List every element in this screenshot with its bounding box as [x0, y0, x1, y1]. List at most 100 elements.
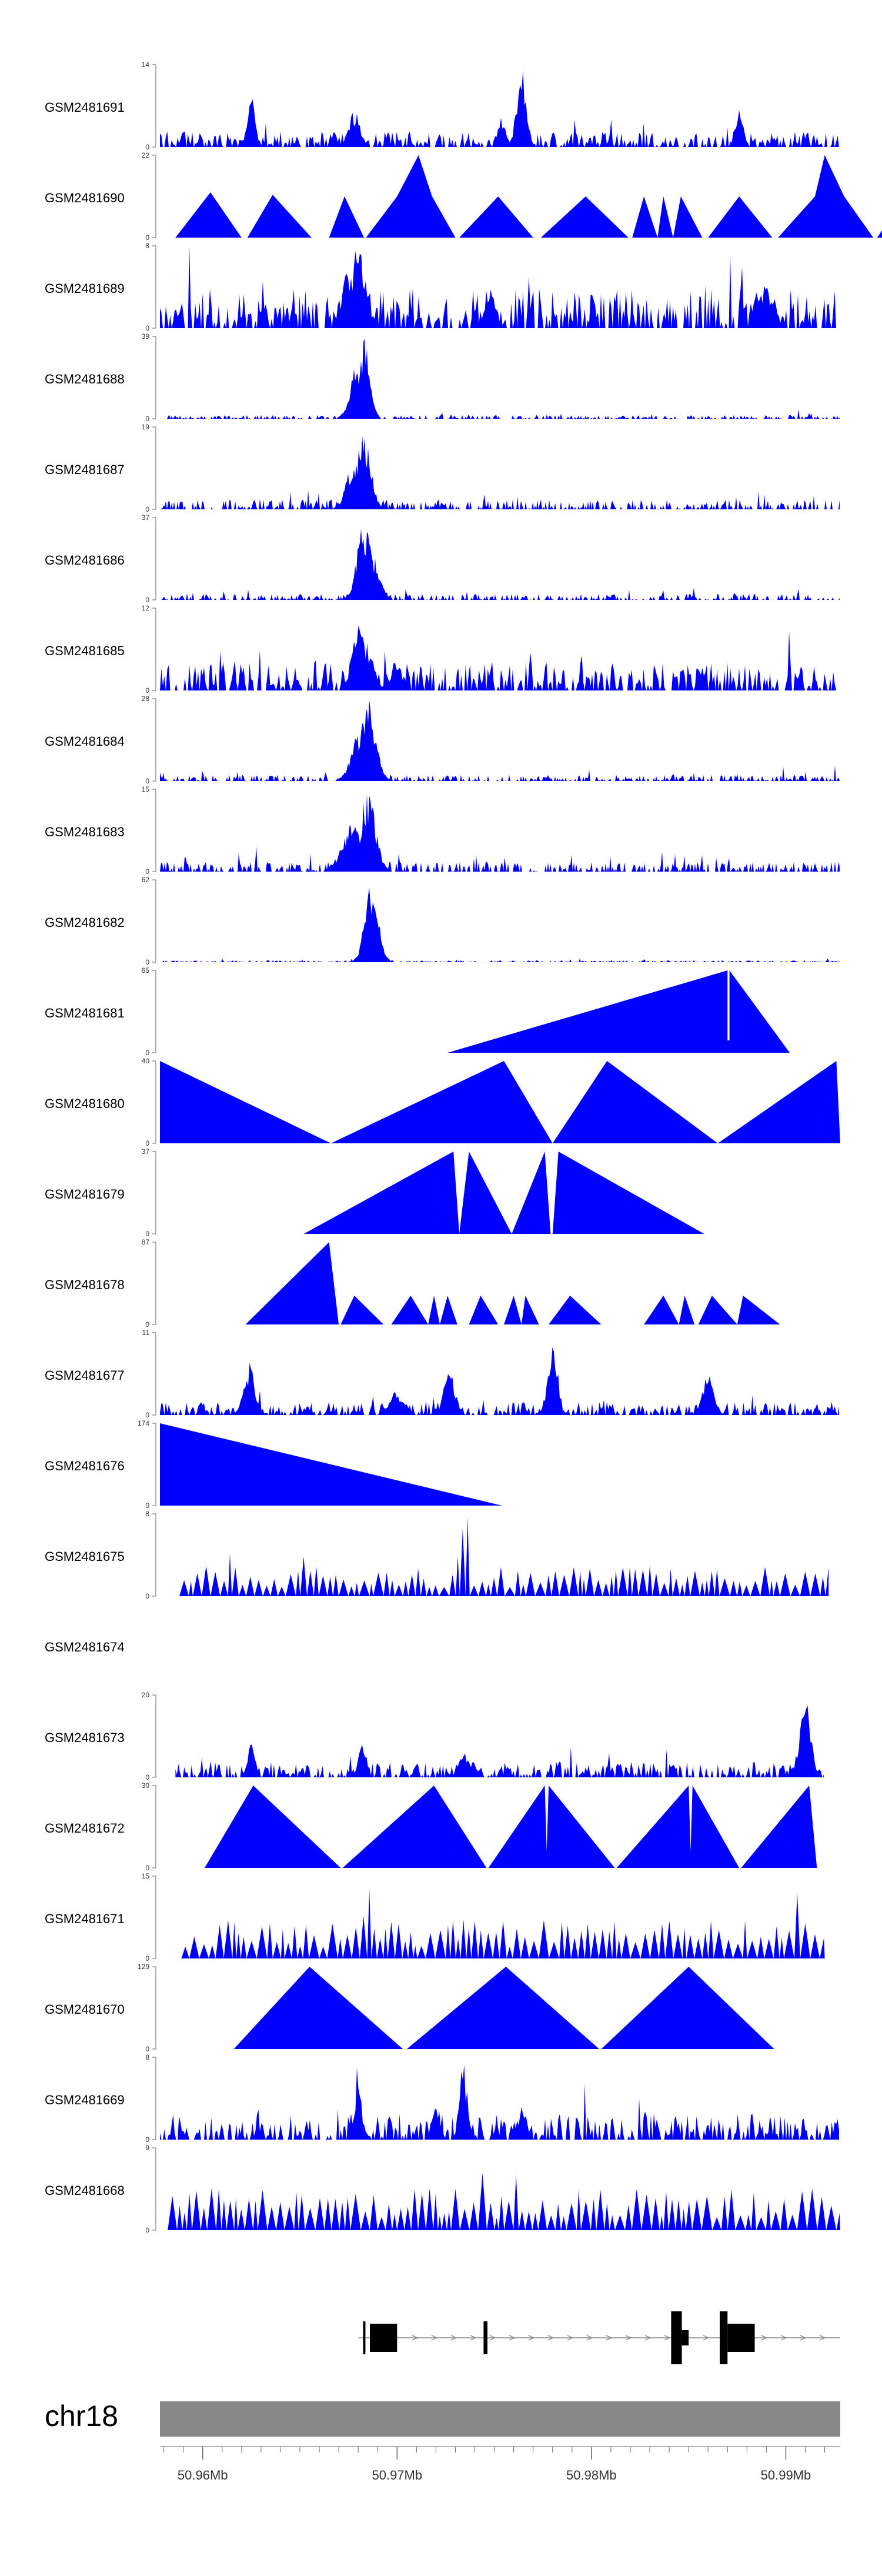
track-GSM2481686: GSM2481686 37 0 [45, 513, 840, 604]
track-GSM2481669: GSM2481669 8 0 [45, 2053, 839, 2144]
y-max-label: 19 [142, 423, 150, 431]
track-GSM2481683: GSM2481683 15 0 [45, 785, 840, 876]
track-GSM2481668: GSM2481668 9 0 [45, 2144, 841, 2234]
track-label: GSM2481679 [45, 1187, 125, 1202]
y-zero-label: 0 [145, 686, 149, 695]
coverage-area [160, 888, 840, 962]
x-tick-label: 50.97Mb [372, 2468, 422, 2482]
y-zero-label: 0 [145, 1501, 149, 1510]
track-GSM2481684: GSM2481684 28 0 [45, 695, 840, 785]
track-label: GSM2481687 [45, 462, 125, 477]
y-zero-label: 0 [145, 233, 149, 242]
x-tick-label: 50.99Mb [761, 2468, 811, 2482]
coverage-area [160, 1061, 840, 1143]
coverage-area [179, 1516, 829, 1596]
track-label: GSM2481690 [45, 191, 125, 205]
coverage-area [160, 435, 840, 509]
strand-arrow-icon: > [703, 2332, 709, 2344]
coverage-area [160, 246, 839, 328]
track-label: GSM2481677 [45, 1368, 125, 1383]
track-label: GSM2481672 [45, 1821, 125, 1836]
coverage-area [168, 2173, 841, 2230]
y-max-label: 8 [145, 2053, 149, 2061]
y-max-label: 37 [142, 1147, 150, 1156]
exon-exon [671, 2311, 682, 2364]
y-max-label: 65 [142, 966, 150, 975]
track-GSM2481679: GSM2481679 37 0 [45, 1147, 704, 1238]
track-label: GSM2481670 [45, 2002, 125, 2017]
track-label: GSM2481681 [45, 1006, 125, 1020]
track-GSM2481690: GSM2481690 22 0 [45, 151, 882, 242]
chromosome-bar [160, 2401, 840, 2437]
track-label: GSM2481686 [45, 553, 125, 568]
exon-exon [727, 2324, 755, 2352]
track-label: GSM2481682 [45, 915, 125, 930]
strand-arrow-icon: > [625, 2332, 632, 2344]
y-max-label: 14 [142, 61, 150, 69]
track-label: GSM2481668 [45, 2183, 125, 2198]
track-GSM2481673: GSM2481673 20 0 [45, 1691, 824, 1781]
strand-arrow-icon: > [800, 2332, 806, 2344]
y-max-label: 30 [142, 1781, 150, 1790]
y-max-label: 62 [142, 876, 150, 884]
track-label: GSM2481674 [45, 1640, 125, 1654]
y-max-label: 129 [138, 1963, 149, 1971]
track-GSM2481672: GSM2481672 30 0 [45, 1781, 817, 1872]
coverage-area [160, 529, 840, 600]
exon-utr [681, 2330, 689, 2345]
y-zero-label: 0 [145, 1049, 149, 1057]
track-label: GSM2481678 [45, 1277, 125, 1292]
genome-axis: 50.96Mb 50.97Mb 50.98Mb 50.99Mb [160, 2446, 840, 2482]
y-zero-label: 0 [145, 1954, 149, 1963]
y-zero-label: 0 [145, 1592, 149, 1600]
strand-arrow-icon: > [489, 2332, 496, 2344]
y-zero-label: 0 [145, 1773, 149, 1781]
strand-arrow-icon: > [761, 2332, 767, 2344]
gene-model-track: >>>>>>>>>>>>>>>>>>>>>>>> [358, 2311, 840, 2364]
track-label: GSM2481689 [45, 281, 125, 296]
y-zero-label: 0 [145, 1864, 149, 1872]
strand-arrow-icon: > [606, 2332, 612, 2344]
strand-arrow-icon: > [819, 2332, 826, 2344]
y-max-label: 40 [142, 1057, 150, 1065]
y-max-label: 37 [142, 513, 150, 522]
track-GSM2481687: GSM2481687 19 0 [45, 423, 840, 513]
track-GSM2481676: GSM2481676 174 0 [45, 1419, 502, 1510]
track-label: GSM2481680 [45, 1096, 125, 1111]
y-zero-label: 0 [145, 1320, 149, 1329]
coverage-area [160, 625, 839, 690]
y-max-label: 11 [142, 1329, 150, 1337]
coverage-area [181, 1888, 825, 1958]
track-GSM2481685: GSM2481685 12 0 [45, 604, 839, 695]
strand-arrow-icon: > [664, 2332, 670, 2344]
track-label: GSM2481684 [45, 734, 125, 749]
y-zero-label: 0 [145, 415, 149, 423]
coverage-area [447, 970, 790, 1053]
y-zero-label: 0 [145, 1139, 149, 1147]
track-GSM2481671: GSM2481671 15 0 [45, 1872, 825, 1963]
chromosome-label: chr18 [45, 2400, 118, 2432]
coverage-area [160, 700, 840, 781]
coverage-area [205, 1786, 817, 1868]
y-max-label: 174 [138, 1419, 149, 1427]
strand-arrow-icon: > [528, 2332, 534, 2344]
strand-arrow-icon: > [470, 2332, 476, 2344]
y-max-label: 87 [142, 1238, 150, 1246]
y-max-label: 39 [142, 332, 150, 341]
coverage-area [160, 2065, 839, 2140]
y-max-label: 12 [142, 604, 150, 612]
coverage-area [160, 794, 840, 872]
strand-arrow-icon: > [644, 2332, 651, 2344]
y-zero-label: 0 [145, 505, 149, 513]
y-max-label: 8 [145, 242, 149, 250]
x-tick-label: 50.98Mb [566, 2468, 617, 2482]
y-max-label: 22 [142, 151, 150, 159]
strand-arrow-icon: > [586, 2332, 593, 2344]
track-GSM2481682: GSM2481682 62 0 [45, 876, 840, 966]
y-max-label: 15 [142, 785, 150, 793]
track-GSM2481674: GSM2481674 [45, 1640, 125, 1654]
track-GSM2481691: GSM2481691 14 0 [45, 61, 839, 151]
track-label: GSM2481673 [45, 1730, 125, 1745]
track-GSM2481689: GSM2481689 8 0 [45, 242, 839, 332]
